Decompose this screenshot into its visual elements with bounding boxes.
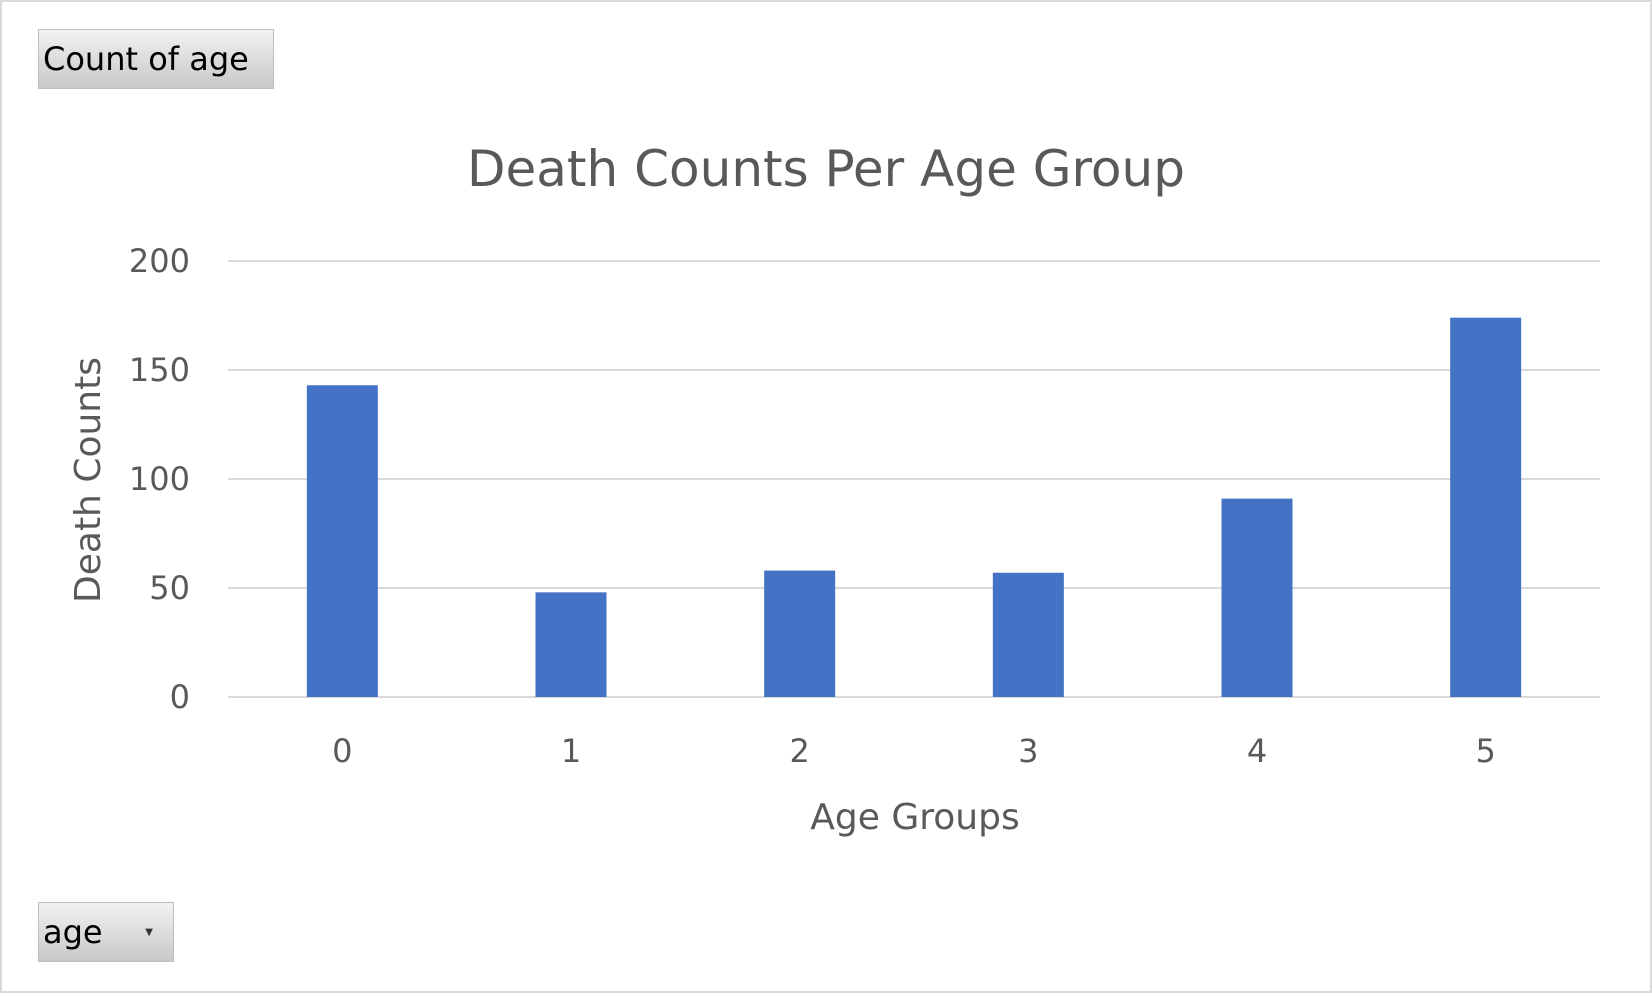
y-tick-label: 0 (170, 678, 190, 716)
y-tick-label: 150 (129, 351, 190, 389)
value-field-label: Count of age (43, 40, 249, 78)
x-tick-label: 0 (332, 732, 352, 770)
x-tick-label: 1 (561, 732, 581, 770)
axis-field-button[interactable]: age ▼ (38, 902, 174, 962)
x-tick-label: 3 (1018, 732, 1038, 770)
bars (306, 317, 1522, 697)
x-tick-label: 5 (1475, 732, 1495, 770)
value-field-button[interactable]: Count of age (38, 29, 274, 89)
bar-age-group-3[interactable] (992, 572, 1064, 697)
y-axis-title: Death Counts (68, 357, 109, 603)
bar-age-group-2[interactable] (764, 570, 836, 697)
x-tick-label: 4 (1247, 732, 1267, 770)
y-tick-label: 100 (129, 460, 190, 498)
axis-field-label: age (43, 913, 103, 951)
y-axis-tick-labels: 0 50 100 150 200 (129, 242, 190, 716)
bar-age-group-0[interactable] (306, 385, 378, 697)
x-axis-tick-labels: 0 1 2 3 4 5 (332, 732, 1496, 770)
bar-age-group-5[interactable] (1450, 317, 1522, 697)
x-tick-label: 2 (789, 732, 809, 770)
chart-title: Death Counts Per Age Group (467, 140, 1185, 198)
bar-age-group-4[interactable] (1221, 498, 1293, 697)
y-tick-label: 50 (149, 569, 190, 607)
gridlines (228, 260, 1600, 698)
bar-age-group-1[interactable] (535, 592, 607, 697)
dropdown-arrow-icon[interactable]: ▼ (145, 927, 153, 938)
x-axis-title: Age Groups (810, 797, 1019, 838)
y-tick-label: 200 (129, 242, 190, 280)
